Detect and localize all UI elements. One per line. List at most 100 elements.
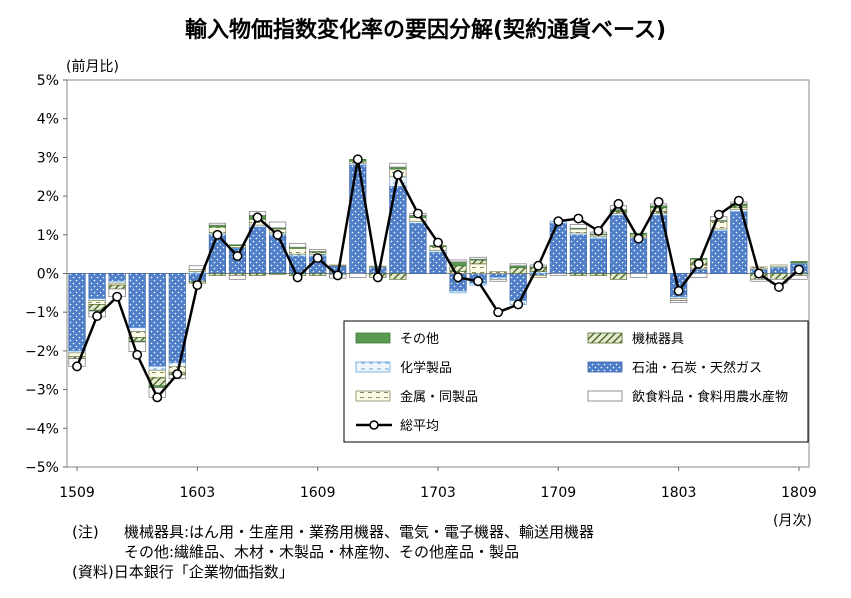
note-row-2: その他:繊維品、木材・木製品・林産物、その他産品・製品 — [72, 542, 594, 562]
bar-segment — [690, 273, 708, 278]
average-point — [352, 154, 363, 165]
average-point — [433, 237, 443, 248]
legend-label: 機械器具 — [632, 332, 684, 347]
bar-segment — [289, 247, 307, 255]
bar-segment — [168, 362, 186, 367]
bar-segment — [88, 273, 106, 300]
y-tick-label: 1% — [37, 228, 59, 244]
legend-swatch — [355, 390, 391, 402]
source-text: 日本銀行「企業物価指数」 — [113, 563, 294, 581]
average-point — [473, 276, 484, 287]
y-unit-label: (前月比) — [66, 59, 119, 75]
bar-segment — [188, 273, 206, 282]
bar-segment — [248, 273, 267, 276]
average-point — [392, 169, 403, 180]
legend-swatch — [587, 361, 623, 373]
average-point — [653, 196, 664, 207]
average-point — [513, 299, 524, 310]
y-tick-label: −1% — [25, 305, 59, 321]
bar-segment — [208, 273, 226, 276]
average-point — [172, 369, 183, 380]
average-point — [312, 253, 323, 263]
bar-segment — [790, 261, 808, 263]
bar-segment — [629, 273, 648, 278]
x-tick-label: 1709 — [541, 485, 577, 501]
x-tick-label: 1509 — [59, 485, 95, 501]
bar-segment — [469, 256, 487, 260]
bar-segment — [268, 221, 287, 229]
average-point — [593, 225, 604, 236]
y-tick-label: 5% — [37, 73, 59, 89]
x-tick-label: 1609 — [300, 485, 336, 501]
legend-label: その他 — [400, 332, 439, 347]
bar-segment — [489, 278, 507, 282]
bar-segment — [88, 300, 106, 305]
bar-segment — [549, 273, 567, 276]
bar-segment — [509, 267, 527, 274]
bar-segment — [248, 226, 267, 274]
average-point — [412, 208, 423, 219]
bar-segment — [770, 273, 788, 280]
bar-segment — [509, 263, 527, 267]
bar-segment — [549, 222, 567, 274]
bar-segment — [569, 234, 587, 274]
legend-label: 総平均 — [400, 419, 439, 434]
bar-segment — [289, 242, 307, 248]
y-tick-label: 2% — [37, 189, 59, 205]
average-point — [533, 260, 544, 271]
y-tick-label: 3% — [37, 150, 59, 166]
legend-swatch — [355, 361, 391, 373]
average-point — [292, 272, 303, 283]
bar-segment — [389, 162, 407, 168]
legend-swatch — [355, 332, 391, 344]
bar-segment — [609, 215, 628, 274]
average-point — [673, 285, 684, 296]
y-axis: 5% 4% 3% 2% 1% 0% −1% −2% −3% −4% −5% — [25, 73, 67, 476]
y-tick-label: 0% — [37, 267, 59, 283]
x-tick-label: 1703 — [420, 485, 456, 501]
average-point — [753, 268, 764, 279]
note-text-1: 機械器具:はん用・生産用・業務用機器、電気・電子機器、輸送用機器 — [124, 523, 595, 541]
bar-segment — [670, 300, 688, 303]
x-tick-label: 1809 — [781, 485, 817, 501]
bar-segment — [589, 238, 608, 274]
y-tick-label: −3% — [25, 383, 59, 399]
bar-segment — [489, 271, 507, 274]
average-point — [192, 280, 203, 291]
x-tick-label: 1603 — [180, 485, 216, 501]
bar-segment — [569, 228, 587, 234]
bar-segment — [349, 273, 367, 278]
bar-segment — [128, 273, 146, 329]
average-point — [794, 264, 804, 275]
average-point — [773, 282, 784, 292]
bar-segment — [268, 234, 287, 274]
bar-segment — [489, 273, 507, 278]
average-point — [152, 392, 163, 403]
average-point — [112, 291, 123, 302]
bar-segment — [469, 259, 487, 265]
chart-title: 輸入物価指数変化率の要因分解(契約通貨ベース) — [184, 18, 666, 43]
bar-segment — [148, 273, 166, 367]
y-tick-label: −4% — [25, 421, 59, 437]
bar-segment — [609, 273, 628, 280]
bar-segment — [569, 273, 587, 276]
average-point — [733, 195, 744, 206]
bar-segment — [509, 273, 527, 301]
average-point — [372, 272, 383, 283]
bar-segment — [569, 224, 587, 229]
legend-swatch — [587, 332, 623, 344]
bar-segment — [108, 284, 126, 290]
x-unit-label: (月次) — [773, 513, 812, 529]
legend-label: 石油・石炭・天然ガス — [632, 360, 762, 376]
legend-label: 化学製品 — [400, 360, 452, 376]
notes: (注) 機械器具:はん用・生産用・業務用機器、電気・電子機器、輸送用機器 その他:… — [72, 522, 594, 582]
bar-segment — [349, 164, 367, 274]
bar-segment — [429, 251, 447, 274]
bar-segment — [589, 273, 608, 276]
average-point — [132, 349, 143, 360]
bar-segment — [148, 366, 166, 371]
bar-segment — [710, 230, 728, 274]
legend-swatch-marker — [369, 420, 379, 430]
legend-box — [343, 320, 809, 443]
